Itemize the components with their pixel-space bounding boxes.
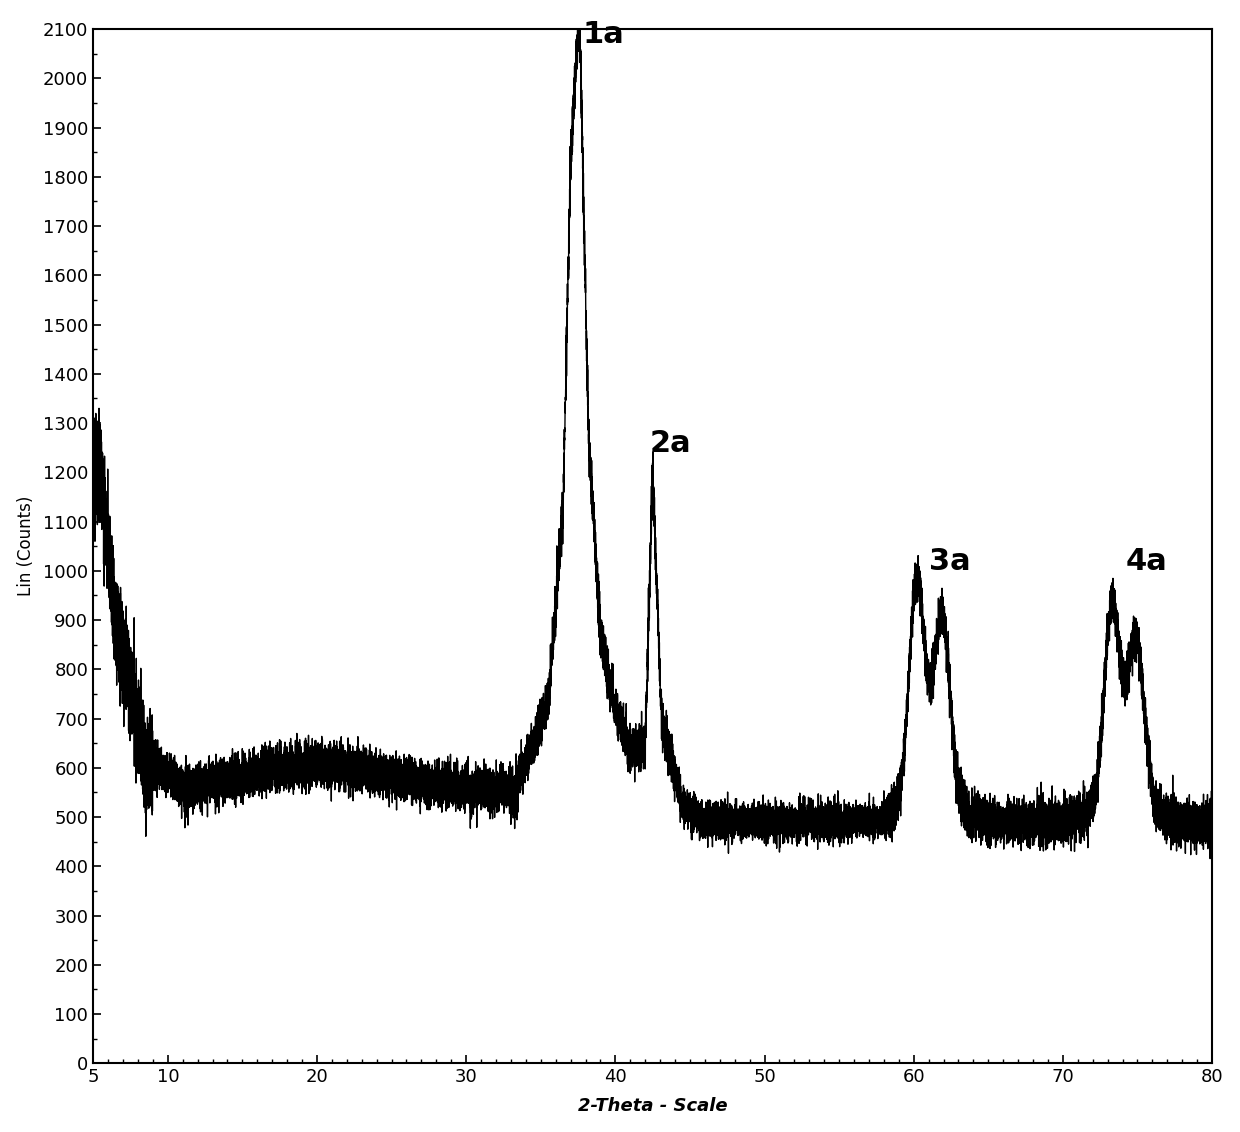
Text: 2a: 2a (650, 429, 691, 457)
X-axis label: 2-Theta - Scale: 2-Theta - Scale (578, 1097, 728, 1115)
Text: 1a: 1a (583, 19, 624, 49)
Text: 4a: 4a (1126, 547, 1167, 576)
Text: 3a: 3a (929, 547, 970, 576)
Y-axis label: Lin (Counts): Lin (Counts) (16, 496, 35, 597)
